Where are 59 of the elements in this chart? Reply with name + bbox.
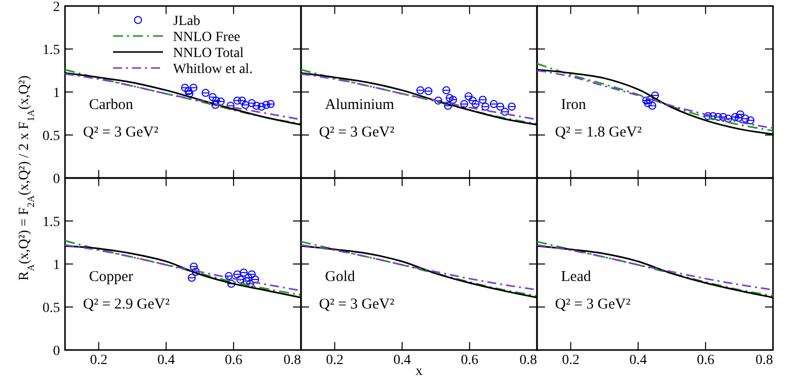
point (651, 91, 659, 100)
point (472, 100, 480, 108)
x-tick-label: 0.2 (90, 353, 108, 368)
point (481, 102, 490, 111)
annotation: Aluminium (325, 97, 394, 114)
point (478, 96, 487, 104)
y-tick-label: 1 (53, 86, 60, 101)
annotation: Q² = 1.8 GeV² (555, 124, 642, 141)
point (648, 102, 656, 110)
y-tick-label: 1 (53, 258, 60, 273)
annotation: Carbon (89, 97, 134, 114)
x-tick-label: 0.6 (696, 353, 714, 368)
x-tick-label: 0.8 (520, 353, 537, 368)
legend-label: JLab (173, 14, 200, 29)
annotation: Q² = 3 GeV² (83, 124, 159, 141)
legend-label: Whitlow et al. (173, 62, 253, 77)
point (444, 102, 452, 110)
x-tick-label: 0.8 (756, 353, 773, 368)
x-tick-label: 0.4 (393, 353, 411, 368)
point (184, 87, 192, 96)
legend-label: NNLO Free (173, 30, 240, 45)
point (468, 96, 477, 105)
y-tick-label: 1.5 (42, 215, 60, 230)
annotation: Gold (325, 269, 356, 286)
point (442, 86, 450, 94)
x-tick-label: 0.8 (284, 353, 301, 368)
point (642, 96, 650, 105)
x-axis-title: x (416, 364, 422, 379)
annotation: Iron (561, 97, 586, 114)
point (464, 92, 473, 100)
point (460, 100, 468, 108)
annotation: Q² = 3 GeV² (319, 124, 395, 141)
y-tick-label: 1.5 (42, 43, 60, 58)
y-tick-label: 0.5 (42, 301, 60, 316)
annotation: Copper (89, 269, 134, 286)
annotation: Q² = 3 GeV² (319, 296, 395, 313)
y-tick-label: 0 (53, 344, 60, 359)
point (449, 96, 458, 104)
point (446, 94, 454, 102)
annotation: Lead (561, 269, 592, 286)
legend-label: NNLO Total (173, 46, 244, 61)
x-tick-label: 0.4 (629, 353, 647, 368)
x-tick-label: 0.2 (562, 353, 580, 368)
point (500, 108, 509, 116)
x-tick-label: 0.6 (460, 353, 478, 368)
y-tick-label: 0 (53, 172, 60, 187)
point (208, 93, 217, 102)
point (185, 90, 194, 98)
point (508, 102, 516, 111)
point (202, 88, 210, 97)
y-tick-label: 2 (53, 0, 60, 15)
x-tick-label: 0.6 (224, 353, 242, 368)
point (434, 96, 442, 105)
point (644, 99, 652, 108)
y-tick-label: 0.5 (42, 129, 60, 144)
annotation: Q² = 2.9 GeV² (83, 296, 170, 313)
annotation: Q² = 3 GeV² (555, 296, 631, 313)
x-tick-label: 0.4 (157, 353, 175, 368)
x-tick-label: 0.2 (326, 353, 344, 368)
